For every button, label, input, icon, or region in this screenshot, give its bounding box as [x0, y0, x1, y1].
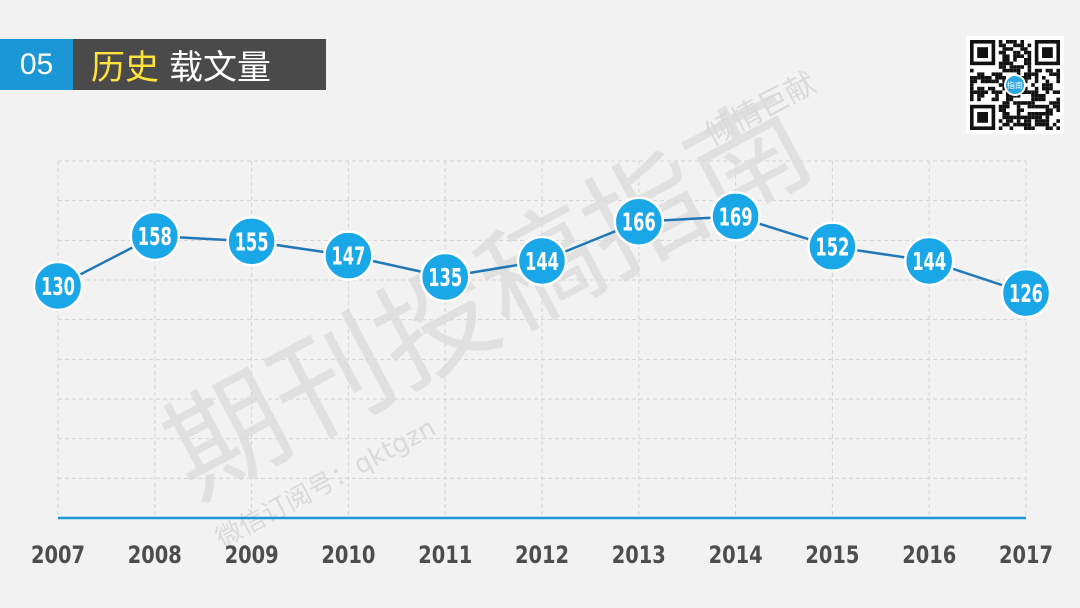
data-point — [613, 196, 665, 247]
data-label: 144 — [912, 247, 946, 276]
data-label: 169 — [719, 202, 753, 231]
x-tick-label: 2014 — [709, 541, 763, 569]
section-number: 05 — [0, 39, 73, 90]
x-tick-label: 2008 — [128, 541, 182, 569]
data-point — [903, 235, 955, 287]
data-point — [419, 251, 471, 303]
x-tick-label: 2013 — [612, 541, 666, 569]
data-point — [32, 260, 84, 312]
data-point — [807, 221, 858, 272]
data-label: 166 — [622, 208, 656, 237]
data-point — [226, 216, 277, 267]
data-point — [129, 210, 181, 262]
qr-logo-icon — [1006, 76, 1024, 94]
x-tick-label: 2017 — [999, 541, 1053, 569]
title-rest: 载文量 — [169, 48, 271, 88]
data-label: 135 — [428, 263, 462, 292]
data-point — [1000, 267, 1052, 319]
data-label: 155 — [235, 227, 269, 256]
qr-code: 指南 — [966, 36, 1064, 134]
x-tick-label: 2009 — [225, 541, 279, 569]
data-label: 126 — [1009, 279, 1043, 308]
data-label: 147 — [331, 242, 365, 271]
x-tick-label: 2016 — [902, 541, 956, 569]
x-axis-labels: 2007 2008 2009 2010 2011 2012 2013 2014 2015 2016… — [31, 541, 1053, 569]
x-tick-label: 2010 — [321, 541, 375, 569]
page-title: 历史 载文量 — [73, 39, 326, 90]
data-label: 130 — [41, 272, 75, 301]
qr-code-graphic: 指南 — [970, 40, 1060, 130]
data-point — [710, 191, 761, 242]
x-tick-label: 2012 — [515, 541, 569, 569]
title-highlight: 历史 — [91, 48, 159, 88]
data-markers: 130 158 155 147 135 144 166 169 152 144 126 — [32, 191, 1052, 319]
data-point — [323, 230, 374, 281]
data-label: 144 — [525, 247, 559, 276]
watermark: 期刊投稿指南 倾情巨献 微信订阅号：qktgzn — [143, 66, 833, 554]
data-label: 152 — [815, 233, 849, 262]
data-point — [516, 235, 568, 287]
qr-logo-text: 指南 — [1007, 80, 1023, 90]
title-banner: 05 历史 载文量 — [0, 39, 326, 90]
x-tick-label: 2011 — [418, 541, 472, 569]
x-tick-label: 2007 — [31, 541, 85, 569]
x-tick-label: 2015 — [805, 541, 859, 569]
data-label: 158 — [138, 222, 172, 251]
